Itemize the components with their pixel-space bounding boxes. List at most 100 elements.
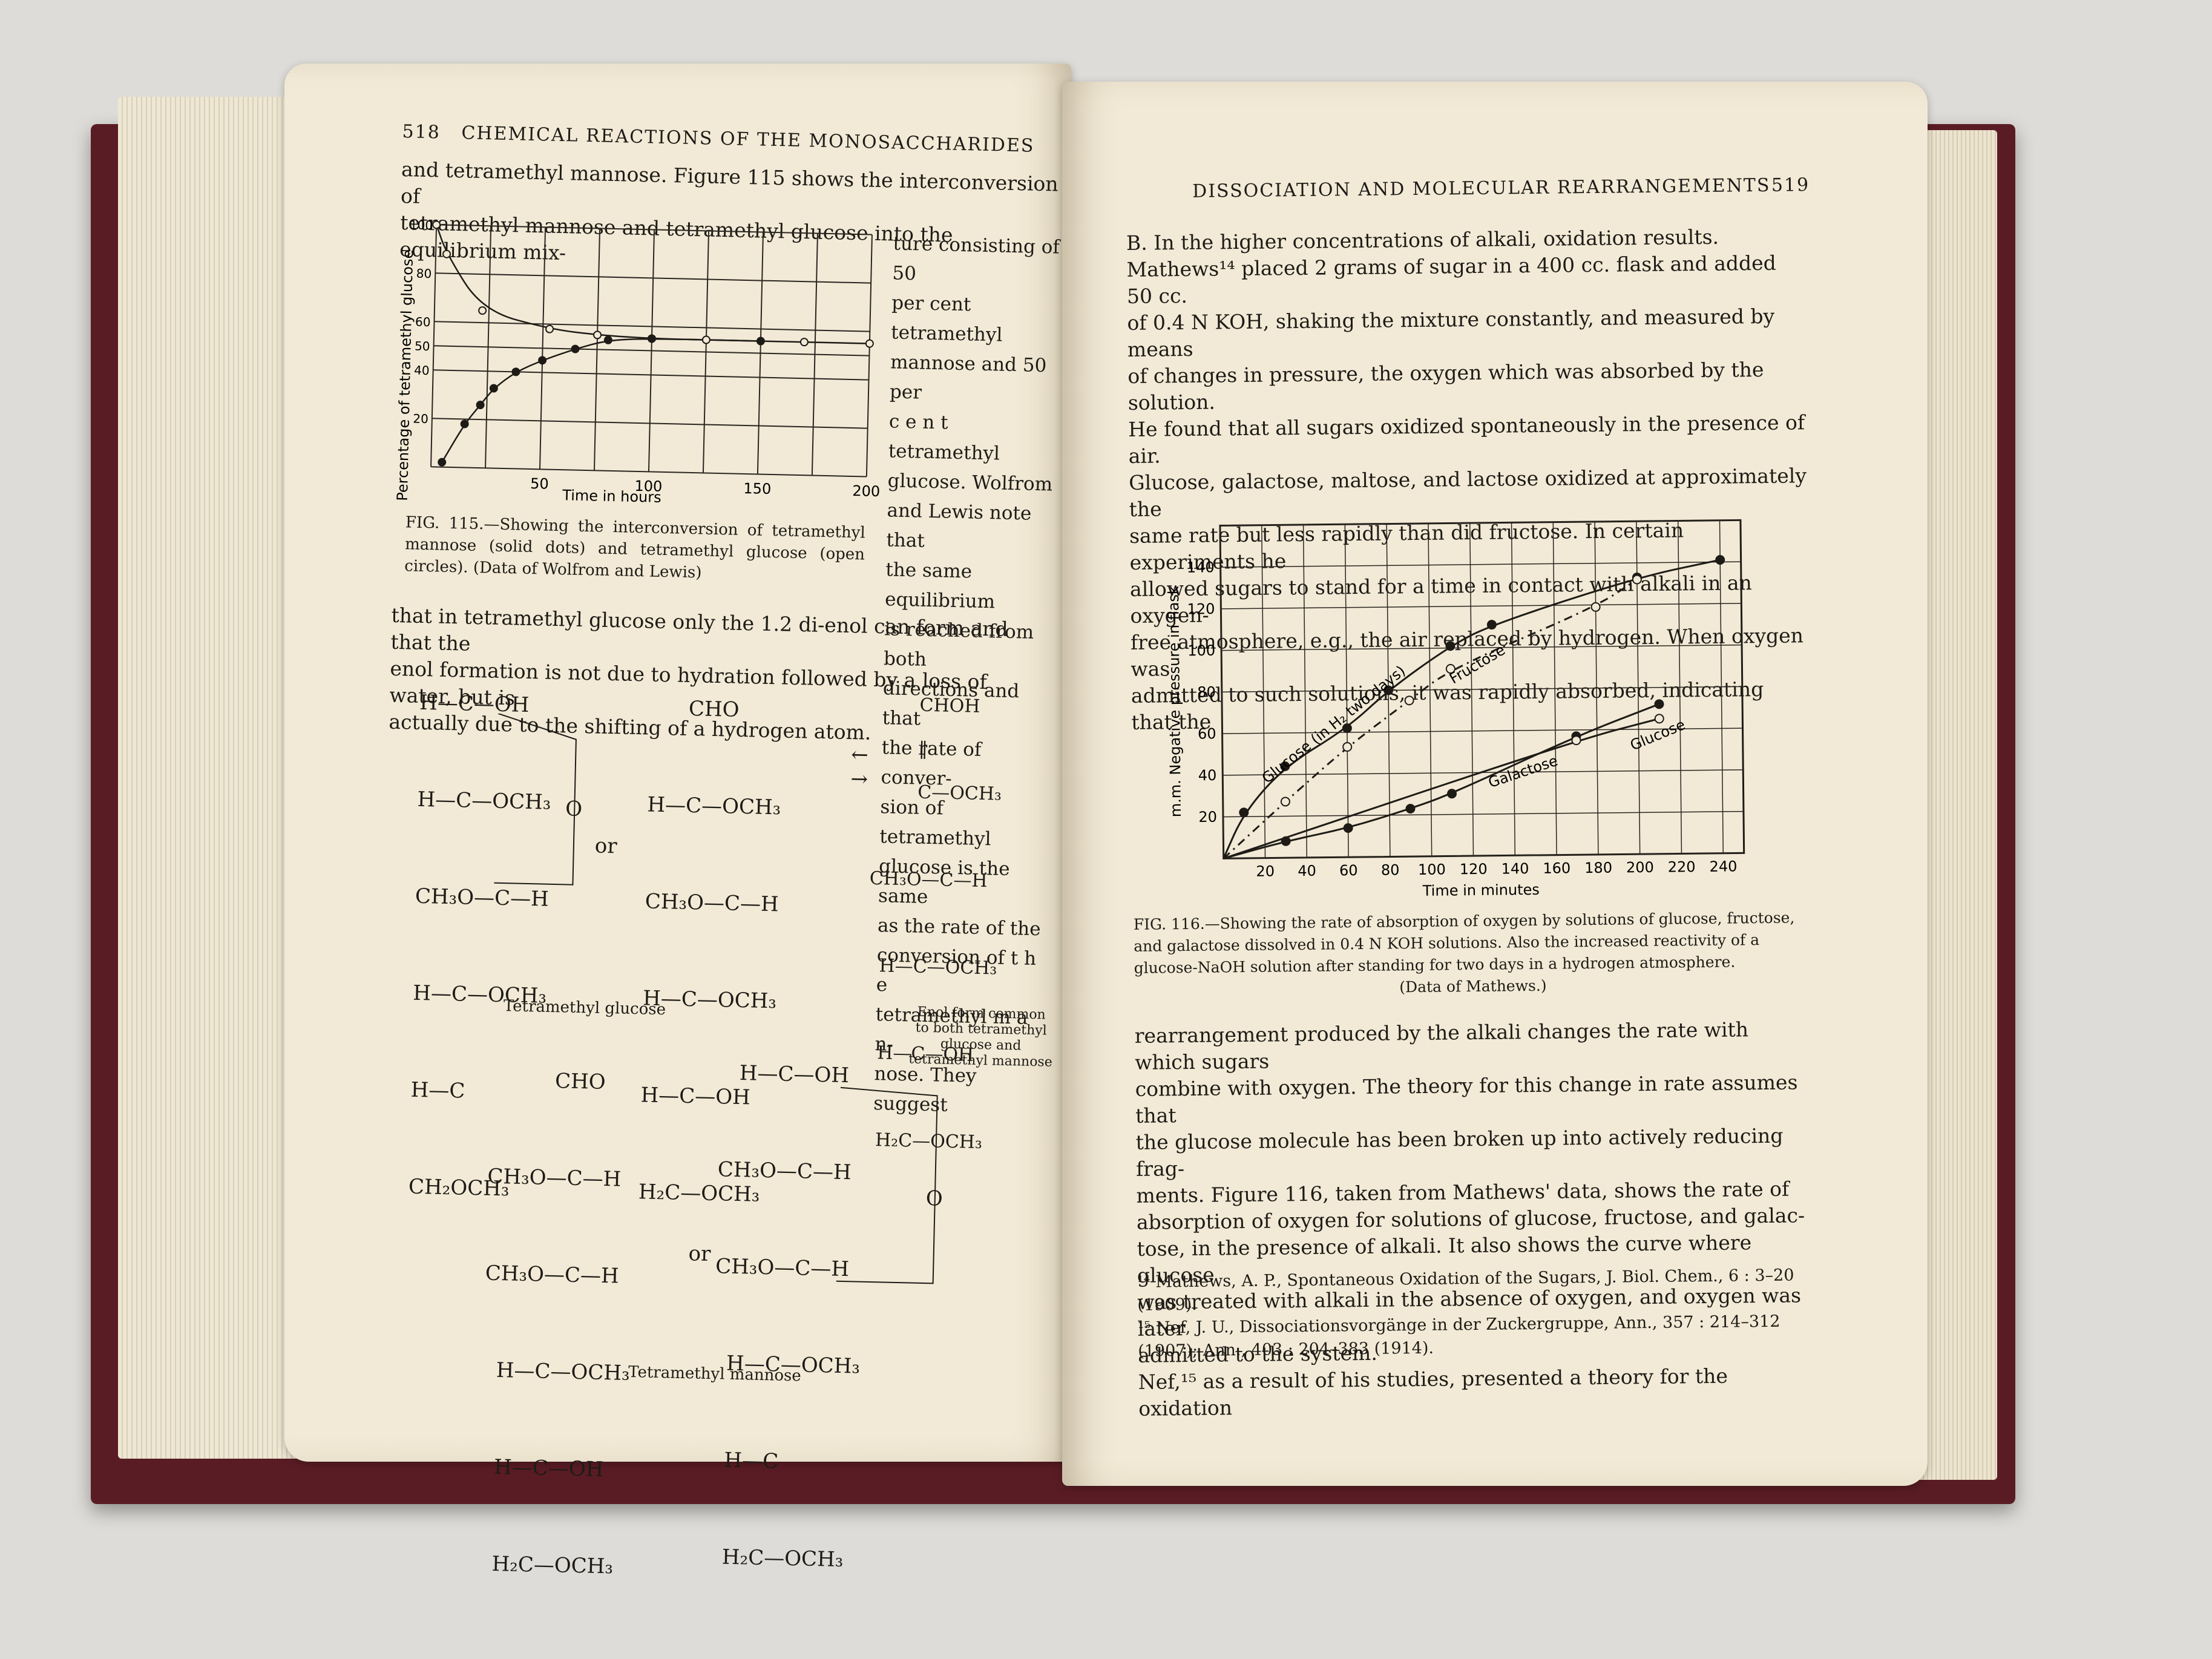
series-curve [1223, 703, 1660, 859]
y-tick-label: 100 [410, 217, 433, 232]
footnote: ¹⁴ Mathews, A. P., Spontaneous Oxidation… [1137, 1266, 1794, 1315]
grid-line [1220, 561, 1741, 568]
x-tick-label: 150 [743, 480, 771, 498]
x-tick-label: 40 [1298, 862, 1316, 879]
grid-line [1221, 644, 1742, 651]
right-page-content: DISSOCIATION AND MOLECULAR REARRANGEMENT… [1126, 174, 1822, 1421]
structure-mannose-aldehyde: CHO CH₃O—C—H CH₃O—C—H H—C—OCH₃ H—C—OH H₂… [478, 1067, 631, 1579]
series-curve [1223, 559, 1721, 859]
grid-line [1219, 519, 1741, 527]
data-point [1571, 735, 1581, 746]
chart-curves [435, 224, 870, 463]
x-tick-label: 60 [1339, 862, 1358, 879]
data-point [603, 335, 612, 344]
left-page [284, 64, 1071, 1462]
grid-line [433, 345, 870, 356]
left-page-content: 518 CHEMICAL REACTIONS OF THE MONOSACCHA… [373, 121, 1080, 1579]
x-tick-label: 240 [1709, 858, 1737, 875]
y-tick-label: 80 [416, 266, 432, 281]
text-line: the same equilibrium [884, 559, 996, 613]
data-point [438, 458, 447, 467]
y-tick-label: 140 [1187, 559, 1215, 576]
text-line: rearrangement produced by the alkali cha… [1134, 1017, 1749, 1074]
x-axis-label: Time in hours [562, 487, 661, 506]
data-point [1590, 602, 1601, 612]
chart-grid [1219, 519, 1745, 859]
data-point [1280, 797, 1290, 807]
y-tick-label: 120 [1187, 600, 1215, 617]
text-line: c e n t tetramethyl [888, 410, 1000, 465]
data-point [799, 338, 809, 347]
data-point [1239, 807, 1249, 818]
series-curve [441, 338, 761, 463]
x-tick-label: 160 [1543, 859, 1570, 876]
structure-label: Enol form common to both tetramethyl glu… [908, 1004, 1053, 1070]
data-point [1445, 664, 1456, 674]
chart-points [1239, 555, 1725, 846]
grid-line [434, 321, 870, 332]
data-point [1280, 761, 1290, 772]
text-line: glucose. Wolfrom [887, 470, 1053, 496]
grid-line [433, 369, 869, 381]
text-line: Mathews¹⁴ placed 2 grams of sugar in a 4… [1126, 251, 1776, 308]
grid-line [1221, 686, 1742, 693]
grid-line [436, 224, 872, 235]
text-line: Nef,¹⁵ as a result of his studies, prese… [1138, 1364, 1728, 1421]
chart-points [432, 220, 874, 467]
y-tick-label: 100 [1187, 642, 1215, 659]
text-line: the glucose molecule has been broken up … [1135, 1123, 1784, 1181]
data-point [478, 306, 487, 315]
data-point [545, 324, 554, 333]
y-tick-label: 80 [1197, 683, 1216, 700]
left-page-number: 518 [402, 121, 441, 143]
data-point [460, 419, 469, 429]
data-point [593, 330, 602, 340]
text-line: ture consisting of 50 [892, 232, 1060, 285]
x-tick-label: 220 [1668, 858, 1696, 875]
text-line: and Lewis note that [886, 499, 1032, 552]
chart-tick-labels: 20 40 60 80 100 120 140 160 180 200 220 240 20 40 60 80… [1187, 559, 1738, 880]
x-tick-label: 140 [1501, 860, 1529, 877]
y-tick-label: 60 [415, 315, 431, 330]
ring-oxygen: O [925, 1186, 944, 1211]
series-curve [1223, 717, 1660, 859]
x-tick-label: 50 [530, 475, 549, 493]
chart-curves [1223, 559, 1721, 859]
data-point [538, 356, 547, 365]
x-tick-label: 80 [1381, 861, 1400, 878]
footnote: ¹⁵ Nef, J. U., Dissociationsvorgänge in … [1137, 1312, 1780, 1361]
data-point [489, 384, 498, 393]
or-text: or [594, 833, 618, 859]
series-label: Glucose (in H₂ two days) [1259, 662, 1409, 787]
x-tick-label: 120 [1460, 861, 1488, 878]
figure-116-caption: FIG. 116.—Showing the rate of absorption… [1134, 907, 1812, 1001]
y-tick-label: 50 [415, 339, 430, 354]
grid-line [1222, 728, 1743, 734]
y-axis-label: m.m. Negative pressure in flask [1166, 586, 1184, 817]
footnotes: ¹⁴ Mathews, A. P., Spontaneous Oxidation… [1137, 1264, 1816, 1363]
data-point [1654, 714, 1664, 724]
data-point [1281, 836, 1291, 846]
data-point [1342, 742, 1353, 752]
data-point [1715, 555, 1725, 565]
data-point [1405, 804, 1416, 814]
text-line: of 0.4 N KOH, shaking the mixture consta… [1127, 304, 1775, 361]
x-tick-label: 180 [1584, 859, 1612, 876]
x-tick-label: 200 [852, 482, 880, 500]
chart-grid [430, 224, 873, 478]
or-text: or [688, 1241, 711, 1267]
data-point [701, 335, 711, 344]
text-line: of changes in pressure, the oxygen which… [1127, 357, 1764, 415]
data-point [756, 337, 765, 346]
right-page [1062, 82, 1928, 1486]
data-point [647, 334, 656, 343]
series-curve [1223, 579, 1638, 859]
y-tick-label: 20 [1198, 809, 1217, 826]
ring-oxygen: O [565, 797, 583, 822]
grid-line [1223, 810, 1744, 818]
text-line: mannose and 50 per [889, 351, 1047, 404]
x-axis-label: Time in minutes [1422, 881, 1540, 899]
figure-116-chart: 20 40 60 80 100 120 140 160 180 200 220 240 20 40 60 80… [1166, 519, 1745, 899]
x-tick-label: 100 [1418, 861, 1446, 878]
